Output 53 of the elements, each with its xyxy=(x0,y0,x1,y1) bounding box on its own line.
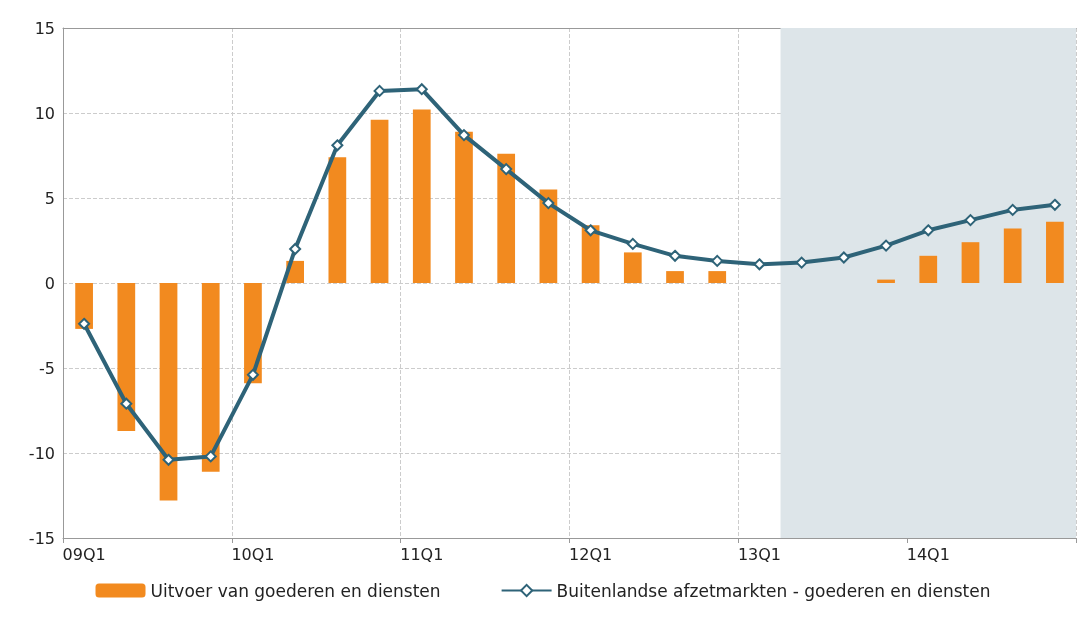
point xyxy=(1048,198,1061,211)
bar xyxy=(961,242,980,283)
legend-label: Uitvoer van goederen en diensten xyxy=(150,580,441,601)
bar xyxy=(201,283,220,472)
bar xyxy=(623,252,642,283)
point xyxy=(415,83,428,96)
point xyxy=(711,254,724,267)
x-tick-label: 14Q1 xyxy=(906,544,950,564)
bar xyxy=(666,271,684,283)
point xyxy=(331,139,344,152)
point xyxy=(922,224,935,237)
point xyxy=(120,397,133,410)
bar xyxy=(497,153,516,283)
x-tick-label: 12Q1 xyxy=(569,544,613,564)
bar xyxy=(370,119,389,283)
point xyxy=(1006,203,1019,216)
point xyxy=(626,237,639,250)
bar xyxy=(877,279,895,283)
x-tick-label: 11Q1 xyxy=(400,544,444,564)
bar xyxy=(455,131,473,283)
point xyxy=(880,239,893,252)
point xyxy=(246,368,259,381)
x-tick-label: 10Q1 xyxy=(231,544,275,564)
point xyxy=(457,129,470,142)
y-tick-label: 0 xyxy=(44,273,55,293)
y-tick-label: -15 xyxy=(28,528,55,548)
bar xyxy=(708,271,727,283)
bar xyxy=(539,189,558,283)
y-tick-label: -10 xyxy=(28,443,55,463)
x-tick-label: 13Q1 xyxy=(737,544,782,564)
point xyxy=(542,197,555,210)
point xyxy=(584,224,597,237)
bar xyxy=(159,283,178,501)
y-tick-label: -5 xyxy=(39,358,55,378)
bar xyxy=(919,255,938,283)
bar xyxy=(1046,221,1064,283)
legend-label: Buitenlandse afzetmarkten - goederen en diensten xyxy=(556,580,991,601)
point xyxy=(162,453,175,466)
y-tick-label: 15 xyxy=(34,18,55,38)
point xyxy=(964,214,977,227)
bar xyxy=(117,283,136,431)
point xyxy=(78,317,91,330)
point xyxy=(669,249,682,262)
point xyxy=(373,84,386,97)
point xyxy=(289,243,302,255)
bar xyxy=(412,109,431,283)
point xyxy=(837,251,850,264)
y-tick-label: 10 xyxy=(34,103,55,123)
bar xyxy=(1003,228,1022,283)
bar xyxy=(328,157,347,283)
y-tick-label: 5 xyxy=(44,188,55,208)
x-tick-label: 09Q1 xyxy=(62,544,106,564)
point xyxy=(500,163,513,176)
